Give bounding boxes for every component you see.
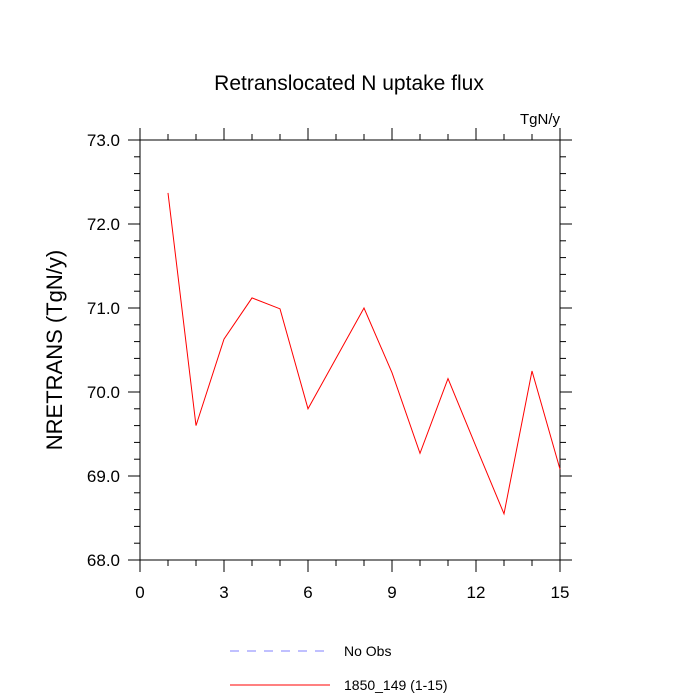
series-line xyxy=(167,192,561,516)
axis-ticks xyxy=(128,128,572,572)
y-axis-label: NRETRANS (TgN/y) xyxy=(42,250,67,450)
y-tick-label: 71.0 xyxy=(87,299,120,318)
x-tick-label: 6 xyxy=(303,583,312,602)
legend-label: No Obs xyxy=(344,643,391,659)
y-tick-label: 73.0 xyxy=(87,131,120,150)
legend: No Obs 1850_149 (1-15) xyxy=(230,643,448,693)
y-tick-label: 68.0 xyxy=(87,551,120,570)
x-tick-label: 0 xyxy=(135,583,144,602)
legend-label: 1850_149 (1-15) xyxy=(344,677,448,693)
x-tick-label: 15 xyxy=(551,583,570,602)
y-tick-label: 69.0 xyxy=(87,467,120,486)
x-tick-label: 9 xyxy=(387,583,396,602)
chart-title: Retranslocated N uptake flux xyxy=(214,72,484,95)
units-label: TgN/y xyxy=(520,111,561,128)
y-tick-label: 72.0 xyxy=(87,215,120,234)
plot-area xyxy=(167,192,561,516)
x-tick-label: 3 xyxy=(219,583,228,602)
y-tick-label: 70.0 xyxy=(87,383,120,402)
x-tick-label: 12 xyxy=(467,583,486,602)
plot-frame xyxy=(139,139,561,561)
axis-tick-labels: 0 3 6 9 12 15 68.0 69.0 70.0 71.0 72.0 73.0 xyxy=(87,131,570,602)
